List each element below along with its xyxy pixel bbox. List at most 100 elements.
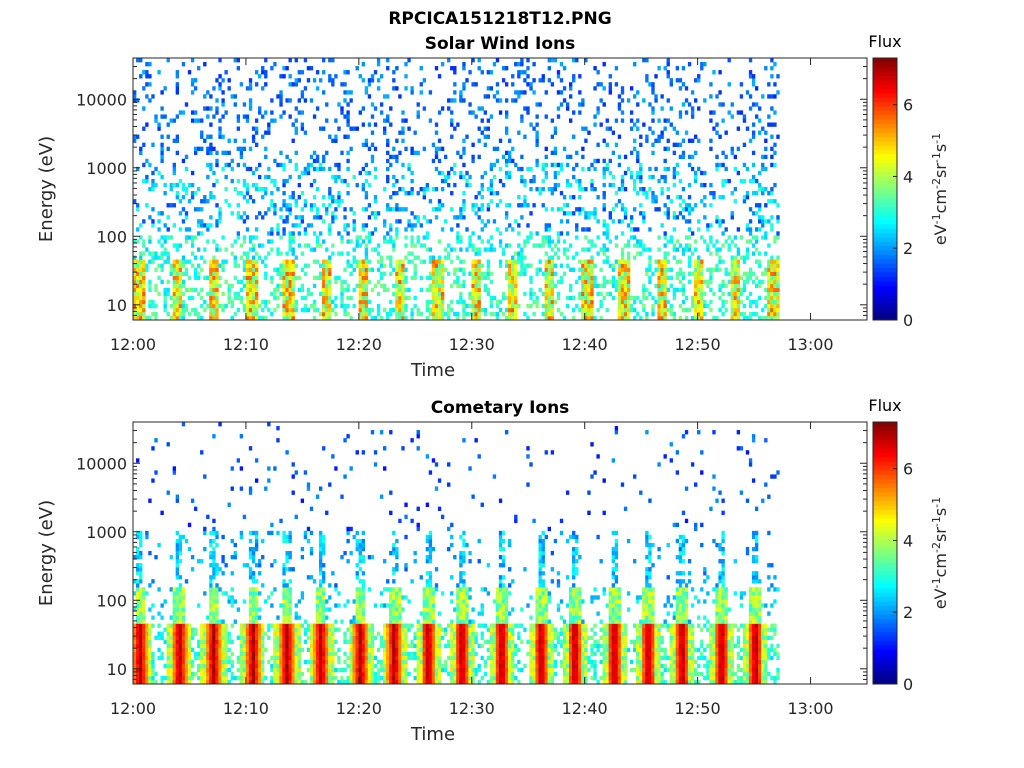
- heatmap-cell: [370, 78, 375, 83]
- heatmap-cell: [175, 659, 180, 665]
- heatmap-cell: [142, 219, 146, 224]
- heatmap-cell: [291, 627, 295, 632]
- heatmap-cell: [181, 599, 186, 604]
- heatmap-cell: [181, 195, 186, 200]
- heatmap-cell: [187, 259, 192, 264]
- heatmap-cell: [190, 287, 195, 293]
- heatmap-cell: [511, 267, 515, 272]
- heatmap-cell: [312, 303, 317, 309]
- heatmap-cell: [303, 98, 308, 103]
- heatmap-cell: [758, 118, 762, 123]
- heatmap-cell: [392, 154, 396, 160]
- heatmap-cell: [456, 311, 460, 317]
- heatmap-cell: [142, 647, 146, 653]
- heatmap-cell: [270, 591, 274, 596]
- heatmap-cell: [352, 259, 356, 264]
- heatmap-cell: [678, 287, 683, 293]
- heatmap-cell: [248, 647, 253, 653]
- heatmap-cell: [590, 299, 594, 305]
- heatmap-cell: [547, 239, 551, 244]
- heatmap-cell: [282, 679, 286, 685]
- heatmap-cell: [251, 243, 256, 248]
- heatmap-cell: [242, 303, 247, 309]
- heatmap-cell: [434, 267, 439, 272]
- heatmap-cell: [239, 631, 244, 636]
- heatmap-cell: [242, 623, 247, 628]
- heatmap-cell: [629, 170, 634, 176]
- heatmap-cell: [550, 311, 555, 317]
- heatmap-cell: [480, 219, 484, 224]
- heatmap-cell: [504, 227, 509, 232]
- heatmap-cell: [486, 94, 491, 99]
- heatmap-cell: [654, 138, 658, 143]
- heatmap-cell: [288, 631, 292, 636]
- heatmap-cell: [404, 62, 408, 67]
- heatmap-cell: [447, 255, 451, 260]
- heatmap-cell: [526, 223, 530, 228]
- heatmap-cell: [410, 211, 414, 216]
- heatmap-cell: [727, 58, 731, 63]
- heatmap-cell: [322, 203, 326, 208]
- heatmap-cell: [282, 595, 286, 600]
- heatmap-cell: [361, 283, 366, 289]
- heatmap-cell: [175, 279, 180, 285]
- heatmap-cell: [346, 191, 350, 196]
- heatmap-cell: [133, 255, 137, 260]
- heatmap-cell: [672, 295, 677, 301]
- heatmap-cell: [492, 62, 497, 67]
- heatmap-cell: [151, 671, 155, 677]
- heatmap-cell: [181, 534, 186, 540]
- heatmap-cell: [364, 90, 369, 95]
- heatmap-cell: [489, 191, 494, 196]
- colorbar-unit-label: eV-1cm-2sr-1s-1: [930, 133, 950, 245]
- heatmap-cell: [322, 70, 326, 75]
- heatmap-cell: [587, 263, 591, 268]
- heatmap-cell: [544, 251, 548, 256]
- heatmap-cell: [404, 235, 408, 240]
- heatmap-cell: [355, 66, 359, 71]
- heatmap-cell: [376, 58, 381, 63]
- heatmap-cell: [489, 166, 494, 172]
- colorbar-segment: [873, 140, 897, 146]
- heatmap-cell: [172, 651, 176, 657]
- heatmap-cell: [581, 102, 585, 107]
- colorbar-segment: [873, 136, 897, 142]
- heatmap-cell: [200, 207, 204, 212]
- heatmap-cell: [474, 263, 478, 268]
- heatmap-cell: [242, 655, 247, 661]
- heatmap-cell: [706, 227, 710, 232]
- heatmap-cell: [767, 94, 771, 99]
- heatmap-cell: [328, 58, 332, 63]
- heatmap-cell: [206, 162, 210, 168]
- heatmap-cell: [175, 643, 180, 649]
- heatmap-cell: [395, 259, 399, 264]
- heatmap-cell: [245, 118, 250, 123]
- heatmap-cell: [230, 486, 234, 491]
- heatmap-cell: [297, 231, 301, 236]
- heatmap-cell: [212, 615, 216, 620]
- heatmap-cell: [245, 307, 250, 313]
- heatmap-cell: [663, 235, 667, 240]
- heatmap-cell: [767, 263, 771, 268]
- heatmap-cell: [212, 599, 216, 604]
- heatmap-cell: [709, 239, 713, 244]
- heatmap-cell: [230, 639, 234, 644]
- heatmap-cell: [273, 295, 277, 301]
- heatmap-cell: [282, 315, 286, 321]
- heatmap-cell: [373, 195, 378, 200]
- heatmap-cell: [535, 295, 539, 301]
- heatmap-cell: [773, 307, 777, 313]
- heatmap-cell: [184, 102, 189, 107]
- heatmap-cell: [300, 207, 305, 212]
- heatmap-cell: [660, 191, 664, 196]
- heatmap-cell: [340, 199, 344, 204]
- heatmap-cell: [541, 74, 545, 79]
- heatmap-cell: [136, 651, 140, 657]
- heatmap-cell: [776, 283, 780, 289]
- heatmap-cell: [428, 287, 433, 293]
- heatmap-cell: [279, 74, 283, 79]
- heatmap-cell: [776, 279, 780, 285]
- heatmap-cell: [254, 267, 259, 272]
- heatmap-cell: [620, 275, 625, 280]
- heatmap-cell: [148, 162, 152, 168]
